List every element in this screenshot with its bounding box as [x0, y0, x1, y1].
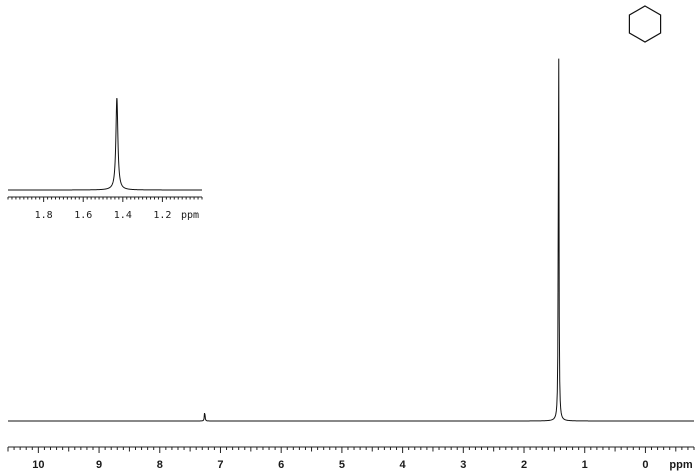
tick-label: 8	[157, 459, 163, 471]
tick-label: 3	[460, 459, 466, 471]
inset-x-axis-label: ppm	[181, 210, 199, 221]
inset-x-axis-ticks	[7, 197, 203, 202]
inset-spectrum-trace	[8, 97, 202, 191]
main-x-axis-ticks	[7, 447, 695, 453]
tick-label: 9	[96, 459, 102, 471]
tick-label: 6	[278, 459, 284, 471]
tick-label: 2	[521, 459, 527, 471]
tick-label: 1.6	[74, 210, 92, 221]
tick-label: 10	[32, 459, 44, 471]
main-spectrum-trace	[8, 58, 694, 422]
tick-label: 1.2	[153, 210, 171, 221]
tick-label: 4	[400, 459, 407, 471]
inset-expansion: 1.8 1.6 1.4 1.2 ppm	[7, 97, 203, 221]
tick-label: 1	[582, 459, 588, 471]
tick-label: 1.8	[35, 210, 53, 221]
inset-x-axis-tick-labels: 1.8 1.6 1.4 1.2	[35, 210, 172, 221]
main-x-axis-tick-labels: 10 9 8 7 6 5 4 3 2 1 0	[32, 459, 648, 471]
tick-label: 5	[339, 459, 345, 471]
tick-label: 0	[642, 459, 648, 471]
tick-label: 7	[217, 459, 223, 471]
tick-label: 1.4	[114, 210, 132, 221]
cyclohexane-structure-icon	[628, 5, 662, 43]
main-spectrum: 10 9 8 7 6 5 4 3 2 1 0 ppm	[7, 58, 695, 471]
main-x-axis-label: ppm	[669, 459, 692, 471]
